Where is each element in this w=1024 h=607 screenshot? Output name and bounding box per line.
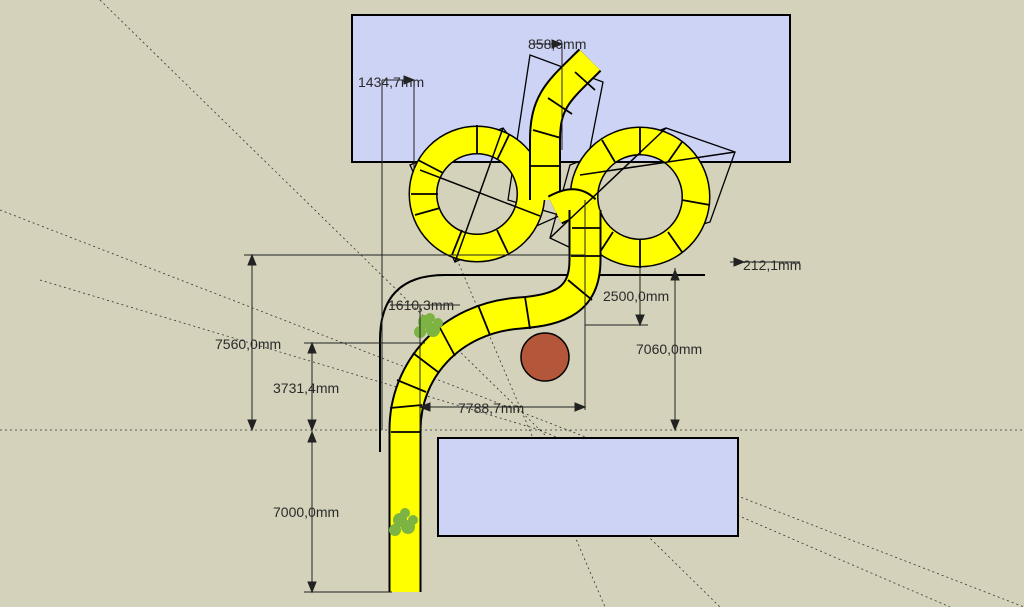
dim-label-7000: 7000,0mm — [273, 504, 339, 520]
dim-label-1610: 1610,3mm — [388, 297, 454, 313]
dim-label-7788: 7788,7mm — [458, 400, 524, 416]
diagonal-guide-3 — [0, 209, 1024, 607]
dimension-lines — [244, 39, 800, 594]
dim-label-3731: 3731,4mm — [273, 380, 339, 396]
dim-label-212: 212,1mm — [743, 257, 801, 273]
dim-label-858: 858,0mm — [528, 36, 586, 52]
building-bottom[interactable] — [437, 437, 739, 537]
dim-label-1434: 1434,7mm — [358, 74, 424, 90]
shrub-icon[interactable] — [414, 313, 443, 338]
tree-icon[interactable] — [520, 332, 570, 382]
diagonal-guide-4 — [39, 279, 541, 431]
slide-segment-lines — [389, 71, 711, 433]
slide-top-chute[interactable] — [531, 50, 600, 200]
dim-label-2500: 2500,0mm — [603, 288, 669, 304]
loop-axes — [419, 127, 736, 263]
dim-label-7060: 7060,0mm — [636, 341, 702, 357]
dim-label-7560: 7560,0mm — [215, 336, 281, 352]
path-border[interactable] — [379, 274, 705, 452]
shrub-icon[interactable] — [389, 508, 418, 536]
